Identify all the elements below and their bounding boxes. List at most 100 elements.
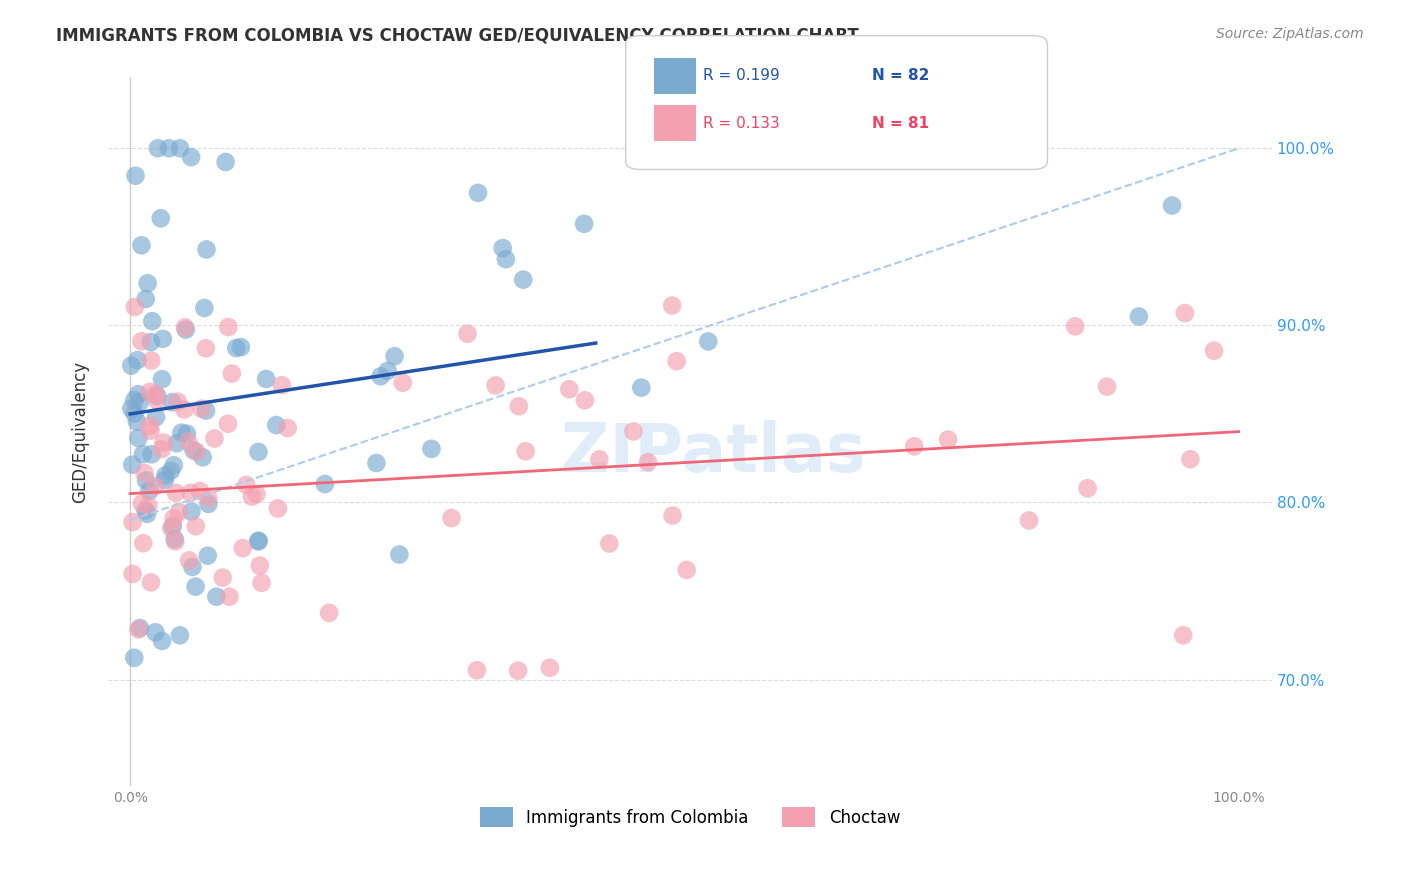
Immigrants from Colombia xyxy=(153,473,176,487)
Choctaw xyxy=(138,384,160,399)
Choctaw xyxy=(127,623,149,637)
Immigrants from Colombia xyxy=(124,393,146,408)
Choctaw xyxy=(139,418,162,433)
Choctaw xyxy=(598,536,620,550)
Choctaw xyxy=(391,376,413,390)
Immigrants from Colombia xyxy=(184,580,207,594)
Immigrants from Colombia xyxy=(697,334,720,349)
Immigrants from Colombia xyxy=(163,532,186,546)
Immigrants from Colombia xyxy=(176,426,198,441)
Immigrants from Colombia xyxy=(169,141,191,155)
Immigrants from Colombia xyxy=(225,341,247,355)
Immigrants from Colombia xyxy=(136,507,159,521)
Text: R = 0.133: R = 0.133 xyxy=(703,116,780,130)
Choctaw xyxy=(508,399,530,413)
Immigrants from Colombia xyxy=(229,340,252,354)
Immigrants from Colombia xyxy=(125,415,148,429)
Immigrants from Colombia xyxy=(129,394,152,409)
Immigrants from Colombia xyxy=(214,155,236,169)
Choctaw xyxy=(145,387,167,401)
Immigrants from Colombia xyxy=(492,241,515,255)
Choctaw xyxy=(1064,319,1087,334)
Immigrants from Colombia xyxy=(136,277,159,291)
Immigrants from Colombia xyxy=(131,238,153,252)
Immigrants from Colombia xyxy=(160,464,183,478)
Choctaw xyxy=(675,563,697,577)
Choctaw xyxy=(179,553,201,567)
Immigrants from Colombia xyxy=(572,217,595,231)
Choctaw xyxy=(232,541,254,555)
Immigrants from Colombia xyxy=(1128,310,1150,324)
Choctaw xyxy=(1174,306,1197,320)
Choctaw xyxy=(131,334,153,349)
Choctaw xyxy=(139,575,162,590)
Immigrants from Colombia xyxy=(150,372,173,386)
Immigrants from Colombia xyxy=(191,450,214,465)
Immigrants from Colombia xyxy=(146,141,169,155)
Choctaw xyxy=(1173,628,1195,642)
Immigrants from Colombia xyxy=(388,548,411,562)
Choctaw xyxy=(166,394,188,409)
Choctaw xyxy=(665,354,688,368)
Immigrants from Colombia xyxy=(193,301,215,315)
Choctaw xyxy=(637,455,659,469)
Choctaw xyxy=(623,425,645,439)
Immigrants from Colombia xyxy=(166,436,188,450)
Choctaw xyxy=(150,442,173,457)
Choctaw xyxy=(194,341,217,355)
Immigrants from Colombia xyxy=(162,519,184,533)
Immigrants from Colombia xyxy=(377,364,399,378)
Choctaw xyxy=(457,326,479,341)
Choctaw xyxy=(936,433,959,447)
Choctaw xyxy=(318,606,340,620)
Immigrants from Colombia xyxy=(152,332,174,346)
Immigrants from Colombia xyxy=(135,474,157,488)
Choctaw xyxy=(145,392,167,407)
Immigrants from Colombia xyxy=(195,403,218,417)
Immigrants from Colombia xyxy=(124,169,146,183)
Immigrants from Colombia xyxy=(247,445,270,459)
Immigrants from Colombia xyxy=(132,447,155,461)
Immigrants from Colombia xyxy=(139,335,162,350)
Choctaw xyxy=(124,300,146,314)
Immigrants from Colombia xyxy=(197,549,219,563)
Immigrants from Colombia xyxy=(122,650,145,665)
Choctaw xyxy=(131,497,153,511)
Immigrants from Colombia xyxy=(495,252,517,267)
Immigrants from Colombia xyxy=(512,272,534,286)
Choctaw xyxy=(1018,514,1040,528)
Immigrants from Colombia xyxy=(181,560,204,574)
Immigrants from Colombia xyxy=(124,407,146,421)
Choctaw xyxy=(1095,379,1118,393)
Choctaw xyxy=(138,499,160,513)
Immigrants from Colombia xyxy=(150,634,173,648)
Immigrants from Colombia xyxy=(160,395,183,409)
Choctaw xyxy=(661,299,683,313)
Immigrants from Colombia xyxy=(180,150,202,164)
Immigrants from Colombia xyxy=(127,431,149,445)
Choctaw xyxy=(204,432,226,446)
Choctaw xyxy=(277,421,299,435)
Text: N = 81: N = 81 xyxy=(872,116,929,130)
Choctaw xyxy=(190,401,212,416)
Choctaw xyxy=(1077,481,1099,495)
Choctaw xyxy=(184,519,207,533)
Choctaw xyxy=(143,479,166,493)
Choctaw xyxy=(180,485,202,500)
Choctaw xyxy=(465,663,488,677)
Text: R = 0.199: R = 0.199 xyxy=(703,69,780,83)
Choctaw xyxy=(245,487,267,501)
Choctaw xyxy=(177,434,200,449)
Immigrants from Colombia xyxy=(384,349,406,363)
Immigrants from Colombia xyxy=(197,497,219,511)
Choctaw xyxy=(165,486,187,500)
Immigrants from Colombia xyxy=(420,442,443,456)
Choctaw xyxy=(1180,452,1202,467)
Choctaw xyxy=(197,491,219,506)
Immigrants from Colombia xyxy=(1161,198,1184,212)
Choctaw xyxy=(574,393,596,408)
Choctaw xyxy=(134,466,156,480)
Immigrants from Colombia xyxy=(370,369,392,384)
Text: Source: ZipAtlas.com: Source: ZipAtlas.com xyxy=(1216,27,1364,41)
Immigrants from Colombia xyxy=(120,401,142,416)
